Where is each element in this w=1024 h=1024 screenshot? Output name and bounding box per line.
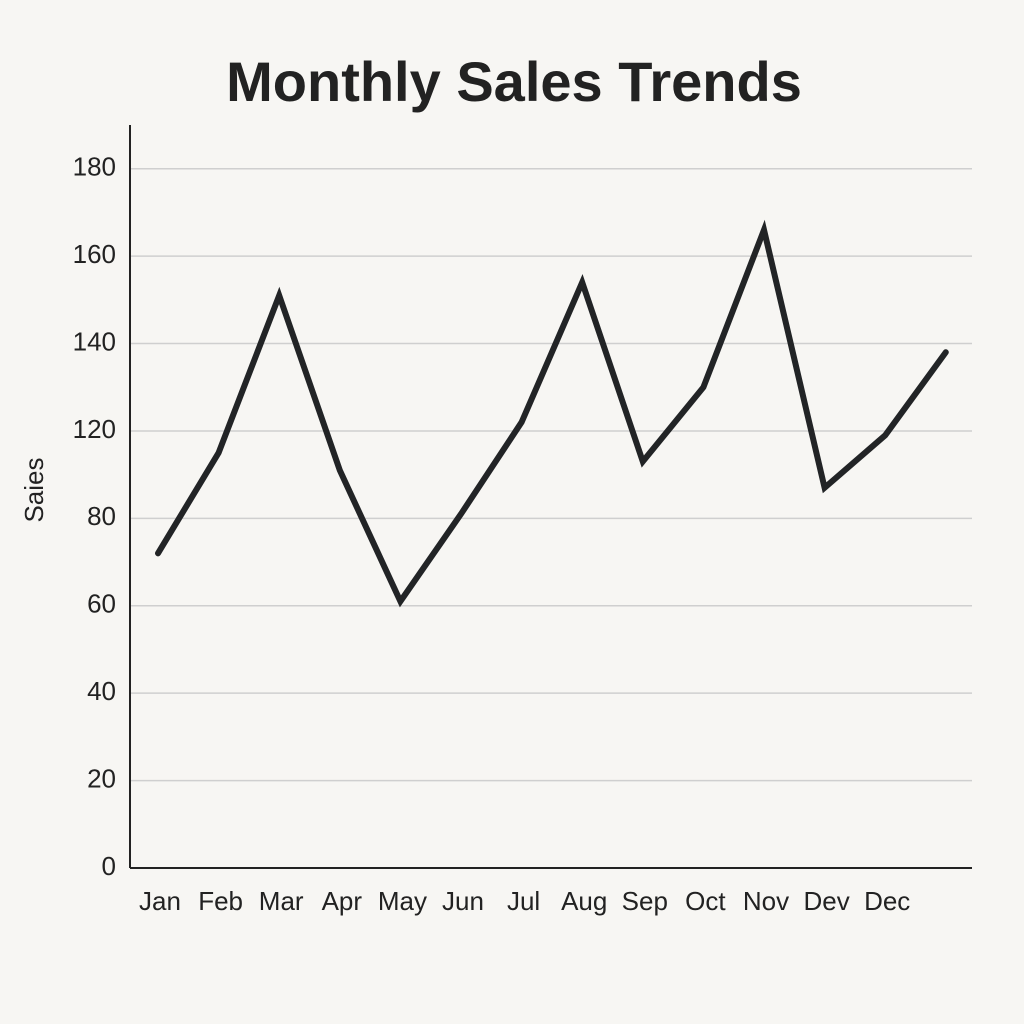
- x-tick-label: Nov: [743, 886, 789, 916]
- y-axis-label: Saies: [19, 457, 49, 522]
- chart-title: Monthly Sales Trends: [226, 50, 802, 113]
- y-tick-label: 80: [87, 501, 116, 531]
- y-tick-label: 0: [102, 851, 116, 881]
- x-tick-label: May: [378, 886, 427, 916]
- x-tick-label: Dev: [803, 886, 849, 916]
- x-tick-label: Oct: [685, 886, 726, 916]
- y-tick-label: 20: [87, 763, 116, 793]
- x-tick-label: Jul: [507, 886, 540, 916]
- y-tick-label: 140: [73, 326, 116, 356]
- y-tick-label: 60: [87, 589, 116, 619]
- x-tick-label: Aug: [561, 886, 607, 916]
- y-tick-label: 40: [87, 676, 116, 706]
- x-tick-label: Dec: [864, 886, 910, 916]
- x-tick-label: Mar: [259, 886, 304, 916]
- x-tick-label: Jan: [139, 886, 181, 916]
- x-tick-label: Feb: [198, 886, 243, 916]
- y-tick-label: 120: [73, 414, 116, 444]
- line: [155, 219, 949, 608]
- y-tick-label: 160: [73, 239, 116, 269]
- y-tick-label: 180: [73, 152, 116, 182]
- x-tick-label: Apr: [322, 886, 363, 916]
- x-tick-label: Sep: [622, 886, 668, 916]
- x-tick-label: Jun: [442, 886, 484, 916]
